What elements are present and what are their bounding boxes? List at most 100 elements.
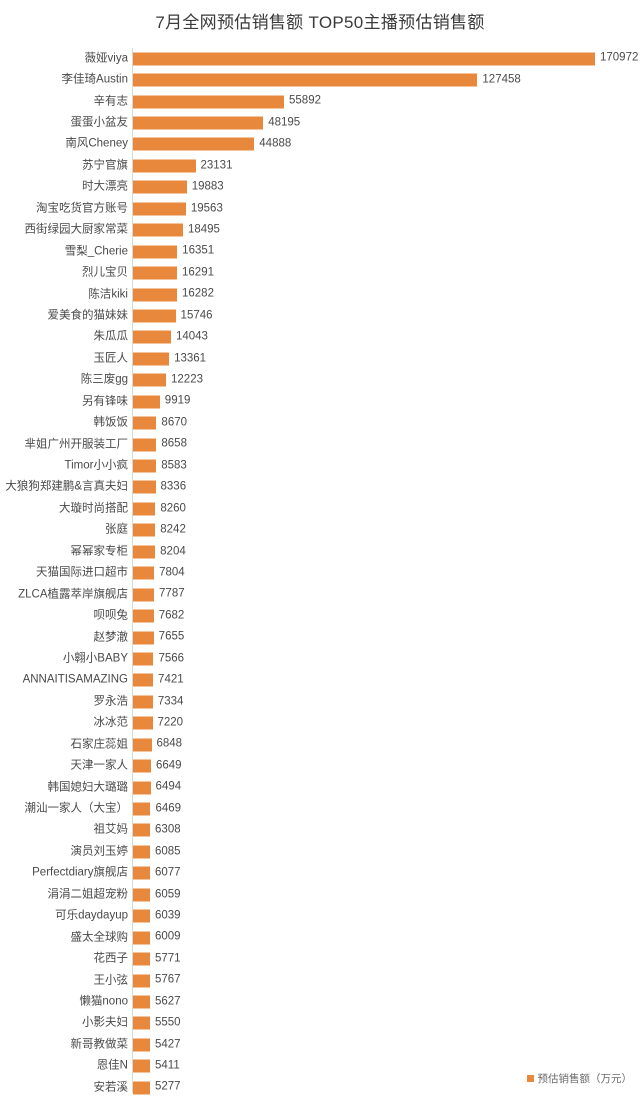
category-label: 懒猫nono xyxy=(79,995,128,1008)
bar xyxy=(133,1038,150,1052)
bar-value-label: 55892 xyxy=(289,94,321,107)
legend-label: 预估销售额（万元） xyxy=(537,1073,633,1085)
bar-row: 新哥教做菜 5427 xyxy=(0,1034,640,1055)
bar-value-label: 14043 xyxy=(175,330,208,343)
bar-row: Timor小小疯 8583 xyxy=(0,455,640,476)
category-label: 小翱小BABY xyxy=(62,652,128,665)
bar-row: 另有锋味 9919 xyxy=(0,391,640,412)
bar-value-label: 6059 xyxy=(155,888,181,901)
bar xyxy=(133,459,157,473)
bar xyxy=(133,223,183,237)
bar-with-value: 9919 xyxy=(133,395,190,409)
bar-value-label: 15746 xyxy=(180,309,213,322)
bar-row: 罗永浩 7334 xyxy=(0,691,640,712)
bar xyxy=(133,652,154,666)
category-label: 恩佳N xyxy=(96,1059,128,1072)
bar-with-value: 13361 xyxy=(133,352,206,366)
bar-value-label: 7566 xyxy=(158,652,185,665)
bar-row: 潮汕一家人（大宝） 6469 xyxy=(0,798,640,819)
bar-with-value: 6039 xyxy=(133,909,181,923)
bar xyxy=(133,395,160,409)
category-label: 雪梨_Cherie xyxy=(64,244,128,257)
category-label: 潮汕一家人（大宝） xyxy=(24,802,129,815)
bar-value-label: 19883 xyxy=(191,180,224,193)
bar-row: 石家庄蕊姐 6848 xyxy=(0,734,640,755)
bar-row: 冰冰范 7220 xyxy=(0,713,640,734)
bar xyxy=(133,995,150,1009)
bar-with-value: 6009 xyxy=(133,931,181,945)
bar-value-label: 8260 xyxy=(160,502,186,515)
bar-value-label: 8204 xyxy=(160,545,186,558)
category-label: 韩国媳妇大璐璐 xyxy=(47,780,129,793)
bar-with-value: 8670 xyxy=(133,416,187,430)
category-label: 大狼狗郑建鹏&言真夫妇 xyxy=(5,480,128,493)
category-label: 新哥教做菜 xyxy=(70,1038,129,1051)
bar-with-value: 14043 xyxy=(133,330,208,344)
category-axis-line xyxy=(132,48,133,1093)
bar xyxy=(133,1016,150,1030)
bar xyxy=(133,288,177,302)
bar-with-value: 127458 xyxy=(133,73,521,87)
bar-with-value: 8583 xyxy=(133,459,187,473)
category-label: 花西子 xyxy=(93,952,129,965)
bar-row: 安若溪 5277 xyxy=(0,1077,640,1098)
bar-row: 恩佳N 5411 xyxy=(0,1056,640,1077)
bar-value-label: 5277 xyxy=(155,1080,181,1093)
bar-with-value: 12223 xyxy=(133,373,203,387)
bar-with-value: 6848 xyxy=(133,738,182,752)
bar-with-value: 5771 xyxy=(133,952,181,966)
bar-row: 韩饭饭 8670 xyxy=(0,412,640,433)
category-label: 幂幂家专柜 xyxy=(70,545,129,558)
bar-with-value: 16351 xyxy=(133,245,214,259)
bar-row: 天猫国际进口超市 7804 xyxy=(0,563,640,584)
bar xyxy=(133,73,478,87)
category-label: 玉匠人 xyxy=(93,352,129,365)
bar-with-value: 16291 xyxy=(133,266,214,280)
bar-value-label: 7682 xyxy=(158,609,185,622)
bar-with-value: 18495 xyxy=(133,223,220,237)
bar xyxy=(133,1081,150,1095)
bar xyxy=(133,845,150,859)
bar-row: 大狼狗郑建鹏&言真夫妇 8336 xyxy=(0,477,640,498)
category-label: 爱美食的猫妹妹 xyxy=(47,309,129,322)
category-label: Perfectdiary旗舰店 xyxy=(32,866,128,879)
bar xyxy=(133,373,167,387)
chart-legend: 预估销售额（万元） xyxy=(526,1071,633,1086)
category-label: 淘宝吃货官方账号 xyxy=(36,202,128,215)
bar-with-value: 7655 xyxy=(133,630,185,645)
bar-row: 烈儿宝贝 16291 xyxy=(0,262,640,283)
bar-with-value: 8260 xyxy=(133,502,186,516)
bar-row: 南风Cheney 44888 xyxy=(0,134,640,155)
bar xyxy=(133,438,157,452)
bar-value-label: 48195 xyxy=(268,116,301,129)
category-label: 赵梦澈 xyxy=(93,630,129,643)
bar-value-label: 8658 xyxy=(161,437,187,450)
bar-value-label: 7655 xyxy=(158,630,185,643)
category-label: ZLCA植露萃岸旗舰店 xyxy=(18,587,128,600)
category-label: 芈姐广州开服装工厂 xyxy=(24,437,129,450)
bar-with-value: 7682 xyxy=(133,609,185,623)
bar xyxy=(133,673,154,687)
bar-with-value: 5627 xyxy=(133,995,181,1009)
bar-with-value: 5277 xyxy=(133,1080,181,1095)
bar xyxy=(133,802,151,816)
bar-with-value: 6469 xyxy=(133,802,181,816)
bar-row: 张庭 8242 xyxy=(0,520,640,541)
bar-with-value: 8658 xyxy=(133,437,187,452)
bar-row: ANNAITISAMAZING 7421 xyxy=(0,670,640,691)
bar-value-label: 8336 xyxy=(160,480,187,493)
category-label: 罗永浩 xyxy=(93,695,129,708)
bar-row: 懒猫nono 5627 xyxy=(0,991,640,1012)
bar xyxy=(133,480,156,494)
bar-value-label: 6085 xyxy=(155,845,181,858)
bar xyxy=(133,823,151,837)
category-label: 陈三废gg xyxy=(80,373,128,386)
bar-row: 薇娅viya 170972 xyxy=(0,48,640,69)
bar-with-value: 7220 xyxy=(133,716,183,730)
bar-row: 祖艾妈 6308 xyxy=(0,820,640,841)
category-label: 涓涓二姐超宠粉 xyxy=(47,888,129,901)
bar-row: 小翱小BABY 7566 xyxy=(0,648,640,669)
bar xyxy=(133,545,156,559)
bar-value-label: 6039 xyxy=(155,909,181,922)
bar-row: 玉匠人 13361 xyxy=(0,348,640,369)
